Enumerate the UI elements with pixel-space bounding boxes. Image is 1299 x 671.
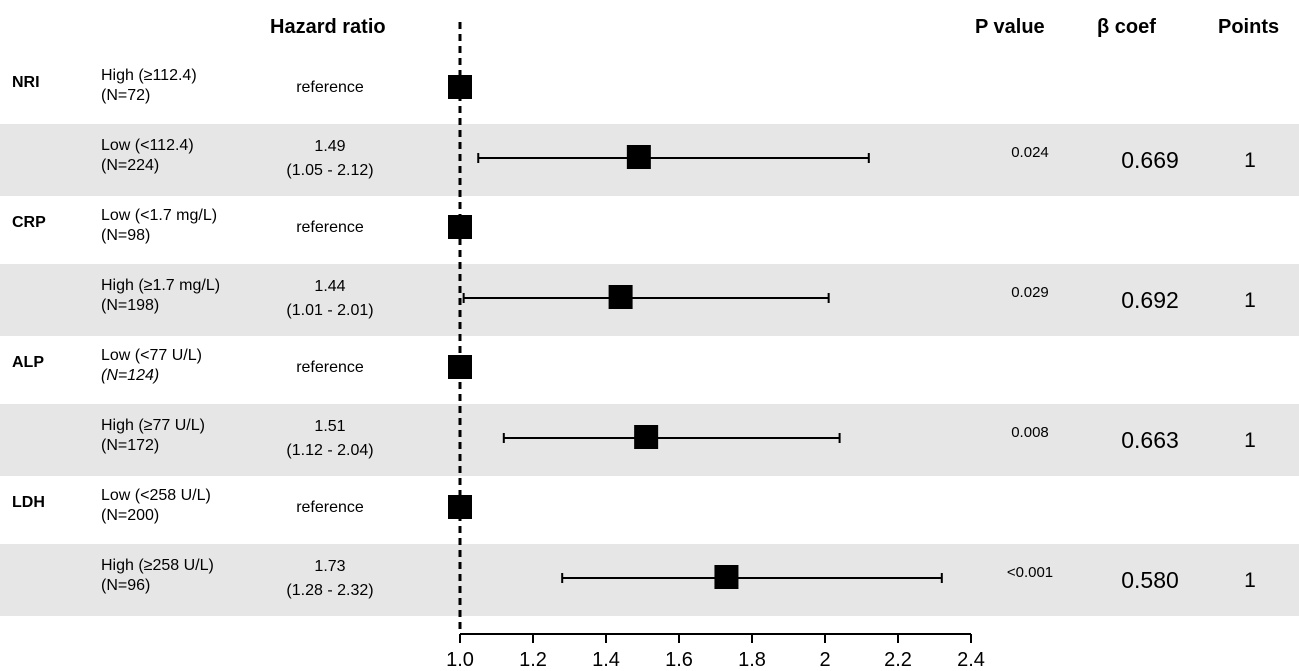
sample-size: (N=72) bbox=[101, 87, 151, 104]
beta-coef: 0.669 bbox=[1121, 147, 1179, 173]
beta-coef: 0.692 bbox=[1121, 287, 1179, 313]
p-value: 0.008 bbox=[1011, 424, 1049, 441]
p-value-header: P value bbox=[975, 16, 1045, 38]
hazard-ratio-marker bbox=[608, 285, 633, 309]
hazard-ratio-marker bbox=[626, 145, 651, 169]
hazard-ratio-header: Hazard ratio bbox=[270, 16, 386, 38]
confidence-interval: (1.05 - 2.12) bbox=[286, 162, 374, 179]
x-tick-label: 1.2 bbox=[519, 649, 547, 671]
p-value: <0.001 bbox=[1006, 564, 1054, 581]
confidence-interval: (1.12 - 2.04) bbox=[286, 442, 374, 459]
x-tick-label: 2 bbox=[819, 649, 830, 671]
row-band bbox=[0, 544, 1299, 616]
beta-coef-header: β coef bbox=[1097, 16, 1156, 38]
variable-label: NRI bbox=[12, 74, 40, 91]
level-text: Low (<112.4) bbox=[101, 137, 194, 154]
points-value: 1 bbox=[1244, 429, 1256, 452]
level-label: High (≥258 U/L) (N=96) bbox=[101, 556, 214, 596]
sample-size: (N=96) bbox=[101, 577, 151, 594]
points-value: 1 bbox=[1244, 149, 1256, 172]
sample-size: (N=172) bbox=[101, 437, 160, 454]
x-tick-label: 1.8 bbox=[738, 649, 766, 671]
x-tick-label: 1.0 bbox=[446, 649, 474, 671]
level-text: High (≥1.7 mg/L) bbox=[101, 277, 221, 294]
level-label: High (≥77 U/L) (N=172) bbox=[101, 416, 205, 456]
hazard-ratio-value: 1.49 bbox=[314, 138, 346, 155]
level-label: High (≥112.4) (N=72) bbox=[101, 66, 197, 106]
level-text: Low (<258 U/L) bbox=[101, 487, 211, 504]
variable-label: LDH bbox=[12, 494, 45, 511]
hazard-ratio-marker bbox=[448, 495, 472, 519]
x-tick-label: 2.2 bbox=[884, 649, 912, 671]
sample-size: (N=124) bbox=[101, 367, 160, 384]
level-label: High (≥1.7 mg/L) (N=198) bbox=[101, 276, 220, 316]
hazard-ratio-value: 1.51 bbox=[314, 418, 346, 435]
beta-coef: 0.663 bbox=[1121, 427, 1179, 453]
x-tick-label: 1.6 bbox=[665, 649, 693, 671]
p-value: 0.029 bbox=[1011, 284, 1049, 301]
level-text: High (≥258 U/L) bbox=[101, 557, 214, 574]
hazard-ratio-value: reference bbox=[296, 499, 364, 516]
hazard-ratio-marker bbox=[448, 355, 472, 379]
level-text: Low (<1.7 mg/L) bbox=[101, 207, 218, 224]
points-value: 1 bbox=[1244, 289, 1256, 312]
hazard-ratio-value: 1.73 bbox=[314, 558, 346, 575]
row-band bbox=[0, 264, 1299, 336]
p-value: 0.024 bbox=[1011, 144, 1049, 161]
hazard-ratio-marker bbox=[448, 215, 472, 239]
level-text: High (≥77 U/L) bbox=[101, 417, 205, 434]
variable-label: CRP bbox=[12, 214, 46, 231]
level-label: Low (<77 U/L) (N=124) bbox=[101, 346, 202, 386]
x-tick-label: 2.4 bbox=[957, 649, 985, 671]
hazard-ratio-value: 1.44 bbox=[314, 278, 346, 295]
beta-coef: 0.580 bbox=[1121, 567, 1179, 593]
hazard-ratio-marker bbox=[634, 425, 659, 449]
sample-size: (N=198) bbox=[101, 297, 160, 314]
hazard-ratio-marker bbox=[714, 565, 739, 589]
hazard-ratio-value: reference bbox=[296, 79, 364, 96]
level-text: Low (<77 U/L) bbox=[101, 347, 202, 364]
sample-size: (N=224) bbox=[101, 157, 160, 174]
hazard-ratio-marker bbox=[448, 75, 472, 99]
level-label: Low (<258 U/L) (N=200) bbox=[101, 486, 211, 526]
hazard-ratio-value: reference bbox=[296, 359, 364, 376]
confidence-interval: (1.28 - 2.32) bbox=[286, 582, 374, 599]
confidence-interval: (1.01 - 2.01) bbox=[286, 302, 374, 319]
sample-size: (N=98) bbox=[101, 227, 151, 244]
level-label: Low (<112.4) (N=224) bbox=[101, 136, 194, 176]
points-value: 1 bbox=[1244, 569, 1256, 592]
level-text: High (≥112.4) bbox=[101, 67, 197, 84]
hazard-ratio-value: reference bbox=[296, 219, 364, 236]
sample-size: (N=200) bbox=[101, 507, 160, 524]
variable-label: ALP bbox=[12, 354, 44, 371]
level-label: Low (<1.7 mg/L) (N=98) bbox=[101, 206, 217, 246]
points-header: Points bbox=[1218, 16, 1280, 38]
x-tick-label: 1.4 bbox=[592, 649, 620, 671]
